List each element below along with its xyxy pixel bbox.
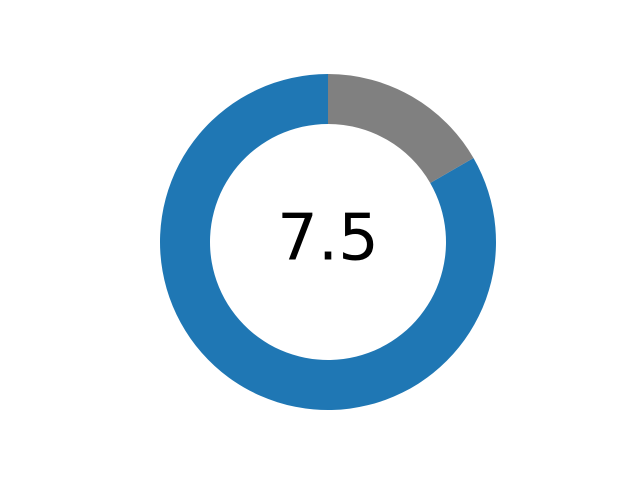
donut-slice-remainder [328, 74, 474, 183]
donut-slices [160, 74, 497, 411]
center-value-label: 7.5 [277, 202, 379, 276]
donut-slice-value [160, 74, 497, 411]
